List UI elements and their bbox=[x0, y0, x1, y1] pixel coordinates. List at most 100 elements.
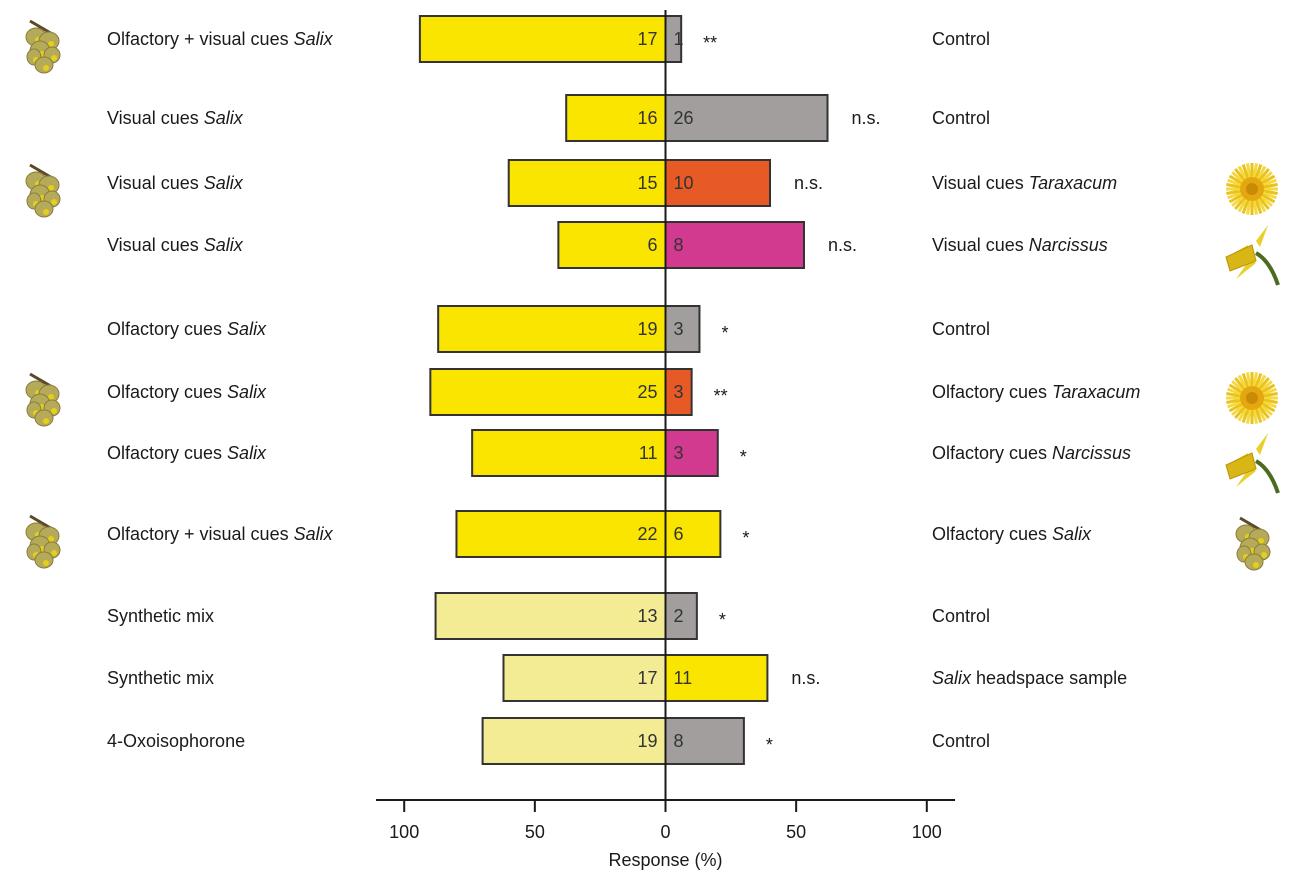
bar-left bbox=[502, 654, 667, 702]
left-category-label-part: Synthetic mix bbox=[107, 606, 214, 626]
daffodil-icon bbox=[1225, 225, 1280, 286]
right-category-label: Olfactory cues Salix bbox=[932, 524, 1092, 544]
left-category-label: Olfactory + visual cues Salix bbox=[107, 29, 334, 49]
left-category-label-part: Visual cues bbox=[107, 235, 204, 255]
left-count-label: 22 bbox=[637, 524, 657, 544]
left-category-label-part: Salix bbox=[227, 382, 267, 402]
right-category-label-part: Control bbox=[932, 606, 990, 626]
comparison-row: 22 6 *Olfactory + visual cues Salix Olfacto… bbox=[25, 510, 1271, 571]
willow-catkin-icon bbox=[1235, 516, 1271, 571]
comparison-row: 17 11 n.s. Synthetic mix Salix headspace sam… bbox=[107, 654, 1127, 702]
bar-right bbox=[664, 368, 693, 416]
left-category-label: Olfactory cues Salix bbox=[107, 382, 267, 402]
left-count-label: 15 bbox=[637, 173, 657, 193]
right-category-label-part: Olfactory cues bbox=[932, 524, 1052, 544]
bar-left bbox=[565, 94, 667, 142]
rows-layer: 17 1 **Olfactory + visual cues Salix Contro… bbox=[25, 10, 1280, 800]
right-count-label: 8 bbox=[674, 235, 684, 255]
right-category-label-part: Control bbox=[932, 108, 990, 128]
significance-label: * bbox=[766, 735, 773, 755]
right-category-label: Control bbox=[932, 319, 990, 339]
comparison-row: 15 10 n.s.Visual cues Salix Visual cues Tar… bbox=[25, 159, 1278, 218]
significance-label: * bbox=[740, 447, 747, 467]
left-category-label-part: Salix bbox=[204, 108, 244, 128]
significance-label: ** bbox=[714, 386, 728, 406]
left-category-label-part: Salix bbox=[204, 173, 244, 193]
bar-left bbox=[418, 15, 667, 63]
right-category-label-part: Visual cues bbox=[932, 173, 1029, 193]
right-category-label-part: Control bbox=[932, 29, 990, 49]
comparison-row: 19 8 * 4-Oxoisophorone Control bbox=[107, 717, 990, 765]
left-category-label-part: 4-Oxoisophorone bbox=[107, 731, 245, 751]
significance-label: n.s. bbox=[794, 173, 823, 193]
significance-label: * bbox=[721, 323, 728, 343]
left-category-label: Olfactory + visual cues Salix bbox=[107, 524, 334, 544]
left-category-label: Olfactory cues Salix bbox=[107, 443, 267, 463]
left-category-label: Olfactory cues Salix bbox=[107, 319, 267, 339]
right-category-label: Control bbox=[932, 29, 990, 49]
willow-catkin-icon bbox=[25, 19, 61, 74]
significance-label: n.s. bbox=[852, 108, 881, 128]
right-count-label: 3 bbox=[674, 382, 684, 402]
left-count-label: 11 bbox=[639, 443, 658, 463]
right-category-label-part: Narcissus bbox=[1029, 235, 1108, 255]
bar-right bbox=[664, 717, 745, 765]
left-count-label: 17 bbox=[637, 668, 657, 688]
comparison-row: 6 8 n.s.Visual cues Salix Visual cues Narci… bbox=[107, 221, 1280, 286]
bar-right bbox=[664, 221, 805, 269]
bar-right bbox=[664, 94, 829, 142]
left-category-label-part: Olfactory + visual cues bbox=[107, 29, 294, 49]
left-category-label-part: Visual cues bbox=[107, 108, 204, 128]
dandelion-icon bbox=[1226, 163, 1278, 215]
x-tick-label: 0 bbox=[660, 822, 670, 842]
left-count-label: 19 bbox=[637, 731, 657, 751]
left-category-label-part: Salix bbox=[294, 524, 334, 544]
significance-label: * bbox=[719, 610, 726, 630]
right-category-label-part: Salix bbox=[932, 668, 972, 688]
right-count-label: 3 bbox=[674, 319, 684, 339]
left-category-label-part: Salix bbox=[204, 235, 244, 255]
left-category-label-part: Synthetic mix bbox=[107, 668, 214, 688]
left-category-label-part: Salix bbox=[294, 29, 334, 49]
bar-right bbox=[664, 654, 769, 702]
right-count-label: 2 bbox=[674, 606, 684, 626]
left-category-label-part: Olfactory cues bbox=[107, 382, 227, 402]
right-category-label-part: Salix bbox=[1052, 524, 1092, 544]
right-category-label-part: headspace sample bbox=[971, 668, 1127, 688]
bar-left bbox=[455, 510, 667, 558]
left-category-label-part: Salix bbox=[227, 443, 267, 463]
right-category-label-part: Visual cues bbox=[932, 235, 1029, 255]
x-tick-label: 50 bbox=[786, 822, 806, 842]
right-category-label-part: Control bbox=[932, 731, 990, 751]
willow-catkin-icon bbox=[25, 372, 61, 427]
right-category-label: Visual cues Taraxacum bbox=[932, 173, 1117, 193]
comparison-row: 13 2 * Synthetic mix Control bbox=[107, 592, 990, 640]
comparison-row: 16 26 n.s. Visual cues Salix Control bbox=[107, 94, 990, 142]
bar-left bbox=[507, 159, 667, 207]
left-category-label-part: Salix bbox=[227, 319, 267, 339]
bar-left bbox=[434, 592, 667, 640]
significance-label: n.s. bbox=[791, 668, 820, 688]
right-category-label: Olfactory cues Narcissus bbox=[932, 443, 1131, 463]
right-count-label: 3 bbox=[674, 443, 684, 463]
right-category-label-part: Control bbox=[932, 319, 990, 339]
left-category-label-part: Visual cues bbox=[107, 173, 204, 193]
significance-label: * bbox=[742, 528, 749, 548]
left-count-label: 17 bbox=[637, 29, 657, 49]
bar-left bbox=[429, 368, 667, 416]
bar-right bbox=[664, 510, 722, 558]
left-category-label-part: Olfactory + visual cues bbox=[107, 524, 294, 544]
comparison-row: 17 1 ** Olfactory + visual cues Salix Contro… bbox=[25, 15, 990, 74]
left-category-label-part: Olfactory cues bbox=[107, 319, 227, 339]
left-count-label: 13 bbox=[637, 606, 657, 626]
x-tick-label: 50 bbox=[525, 822, 545, 842]
bar-right bbox=[664, 429, 719, 477]
left-count-label: 16 bbox=[637, 108, 657, 128]
bar-left bbox=[437, 305, 667, 353]
bar-left bbox=[471, 429, 667, 477]
x-axis-title: Response (%) bbox=[608, 850, 722, 870]
left-category-label: Visual cues Salix bbox=[107, 235, 244, 255]
comparison-row: 11 3 * Olfactory cues Salix Olfactory cues N… bbox=[107, 429, 1280, 494]
x-axis: Response (%) 100 50 0 50 100 bbox=[376, 799, 955, 870]
